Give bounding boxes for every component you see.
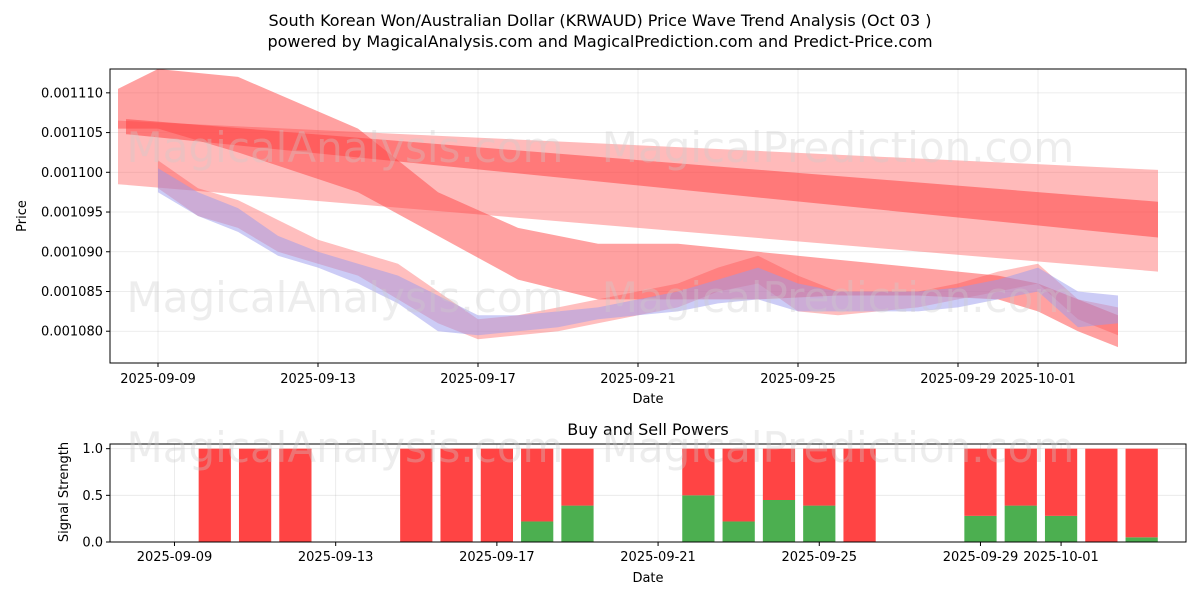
buy-power-bar — [682, 495, 715, 542]
power-ytick-label: 0.0 — [82, 536, 103, 551]
buy-power-bar — [762, 500, 796, 542]
price-xtick-label: 2025-09-21 — [600, 372, 676, 387]
sell-power-bar — [682, 448, 715, 496]
sell-power-bar — [480, 448, 513, 542]
sell-power-bar — [1004, 448, 1037, 506]
power-chart-title: Buy and Sell Powers — [567, 420, 729, 439]
power-xaxis-label: Date — [632, 571, 663, 586]
sell-power-bar — [561, 448, 594, 506]
sell-power-bar — [964, 448, 997, 516]
watermark-bottom-left: MagicalAnalysis.com — [127, 423, 564, 472]
price-ytick-label: 0.001100 — [41, 166, 103, 181]
power-xtick-label: 2025-09-25 — [781, 550, 857, 565]
sell-power-bar — [803, 448, 836, 506]
sell-power-bar — [521, 448, 554, 522]
chart-title-line1: South Korean Won/Australian Dollar (KRWA… — [269, 11, 932, 30]
band-falling-wave-band — [118, 69, 1118, 348]
power-xtick-label: 2025-10-01 — [1023, 550, 1099, 565]
price-xtick-label: 2025-09-29 — [920, 372, 996, 387]
buy-power-bar — [1044, 515, 1078, 542]
buy-power-bar — [722, 521, 755, 542]
watermark-top-right: MagicalPrediction.com — [602, 123, 1075, 172]
watermark-top-left: MagicalAnalysis.com — [127, 123, 564, 172]
price-ytick-label: 0.001110 — [41, 86, 103, 101]
sell-power-bar — [722, 448, 755, 522]
sell-power-bar — [843, 448, 876, 542]
buy-power-bar — [521, 521, 554, 542]
price-plot-frame — [109, 68, 1187, 364]
band-trend-core — [126, 119, 1158, 238]
watermark-bottom-right: MagicalPrediction.com — [602, 423, 1075, 472]
band-purple-wave-band — [158, 168, 1118, 336]
sell-power-bar — [400, 448, 433, 542]
power-plot-frame — [109, 443, 1187, 543]
buy-power-bar — [1004, 505, 1037, 542]
price-xtick-label: 2025-09-17 — [440, 372, 516, 387]
power-xtick-label: 2025-09-17 — [459, 550, 535, 565]
price-yaxis-label: Price — [15, 200, 30, 232]
sell-power-bar — [440, 448, 473, 542]
chart-title-line2: powered by MagicalAnalysis.com and Magic… — [267, 32, 932, 51]
power-xtick-label: 2025-09-13 — [298, 550, 374, 565]
price-ytick-label: 0.001080 — [41, 325, 103, 340]
power-xtick-label: 2025-09-29 — [943, 550, 1019, 565]
price-xaxis-label: Date — [632, 392, 663, 407]
price-ytick-label: 0.001085 — [41, 285, 103, 300]
buy-power-bar — [561, 505, 594, 542]
sell-power-bar — [1085, 448, 1118, 542]
buy-power-bar — [803, 505, 836, 542]
price-plot: 2025-09-09 2025-09-13 2025-09-17 2025-09-21… — [41, 68, 1187, 387]
sell-power-bar — [762, 448, 796, 500]
sell-power-bar — [1044, 448, 1078, 516]
power-yaxis-label: Signal Strength — [57, 442, 72, 542]
power-ytick-label: 1.0 — [82, 442, 103, 457]
price-ytick-label: 0.001090 — [41, 245, 103, 260]
watermark-mid-left: MagicalAnalysis.com — [127, 273, 564, 322]
sell-power-bar — [198, 448, 231, 542]
buy-power-bar — [964, 515, 997, 542]
price-xtick-label: 2025-09-09 — [120, 372, 196, 387]
buy-power-bar — [1125, 537, 1158, 542]
power-xtick-label: 2025-09-21 — [620, 550, 696, 565]
price-ytick-label: 0.001105 — [41, 126, 103, 141]
price-xtick-label: 2025-10-01 — [1000, 372, 1076, 387]
power-ytick-label: 0.5 — [82, 489, 103, 504]
watermark-mid-right: MagicalPrediction.com — [602, 273, 1075, 322]
sell-power-bar — [1125, 448, 1158, 538]
power-plot: 2025-09-09 2025-09-13 2025-09-17 2025-09-21… — [82, 442, 1187, 565]
power-xtick-label: 2025-09-09 — [137, 550, 213, 565]
sell-power-bar — [238, 448, 272, 542]
price-xtick-label: 2025-09-25 — [760, 372, 836, 387]
sell-power-bar — [279, 448, 312, 542]
price-ytick-label: 0.001095 — [41, 206, 103, 221]
price-xtick-label: 2025-09-13 — [280, 372, 356, 387]
